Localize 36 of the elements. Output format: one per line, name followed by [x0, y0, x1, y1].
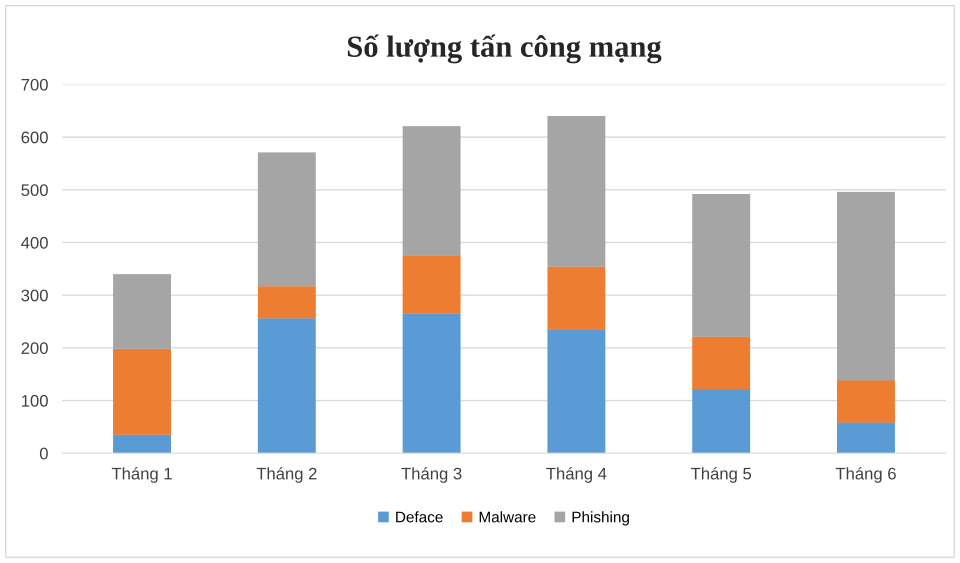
- bar: [692, 194, 750, 337]
- y-tick-label: 0: [40, 448, 48, 460]
- y-tick-label: 400: [21, 236, 48, 249]
- legend-label: Phishing: [572, 511, 629, 526]
- x-tick-label: Tháng 3: [401, 467, 462, 483]
- legend-label: Deface: [396, 511, 443, 522]
- y-tick-label: 500: [21, 184, 48, 196]
- bar: [113, 434, 171, 454]
- bar: [402, 314, 461, 454]
- bar: [113, 348, 171, 435]
- legend-label: Malware: [480, 511, 536, 522]
- bar: [837, 380, 895, 423]
- x-tick-label: Tháng 4: [546, 467, 606, 483]
- bar: [547, 329, 606, 454]
- bar: [547, 266, 606, 330]
- x-tick-label: Tháng 6: [836, 467, 896, 483]
- bar: [692, 336, 750, 390]
- bar: [837, 422, 895, 454]
- bar: [258, 152, 316, 286]
- bar: [402, 256, 461, 314]
- bar: [258, 286, 316, 318]
- y-tick-label: 100: [22, 394, 48, 407]
- y-tick-label: 200: [22, 342, 48, 354]
- bar: [547, 116, 606, 267]
- y-tick-label: 600: [22, 132, 48, 144]
- y-tick-label: 300: [21, 290, 48, 302]
- bar: [113, 274, 171, 349]
- x-tick-label: Tháng 5: [690, 467, 752, 483]
- x-tick-label: Tháng 2: [256, 467, 317, 483]
- bar: [258, 318, 316, 454]
- chart-title: Số lượng tấn công mạng: [348, 34, 662, 64]
- bar: [692, 389, 750, 454]
- y-tick-label: 700: [22, 78, 48, 91]
- bar: [837, 192, 895, 381]
- x-tick-label: Tháng 1: [112, 467, 172, 483]
- bar: [402, 126, 461, 256]
